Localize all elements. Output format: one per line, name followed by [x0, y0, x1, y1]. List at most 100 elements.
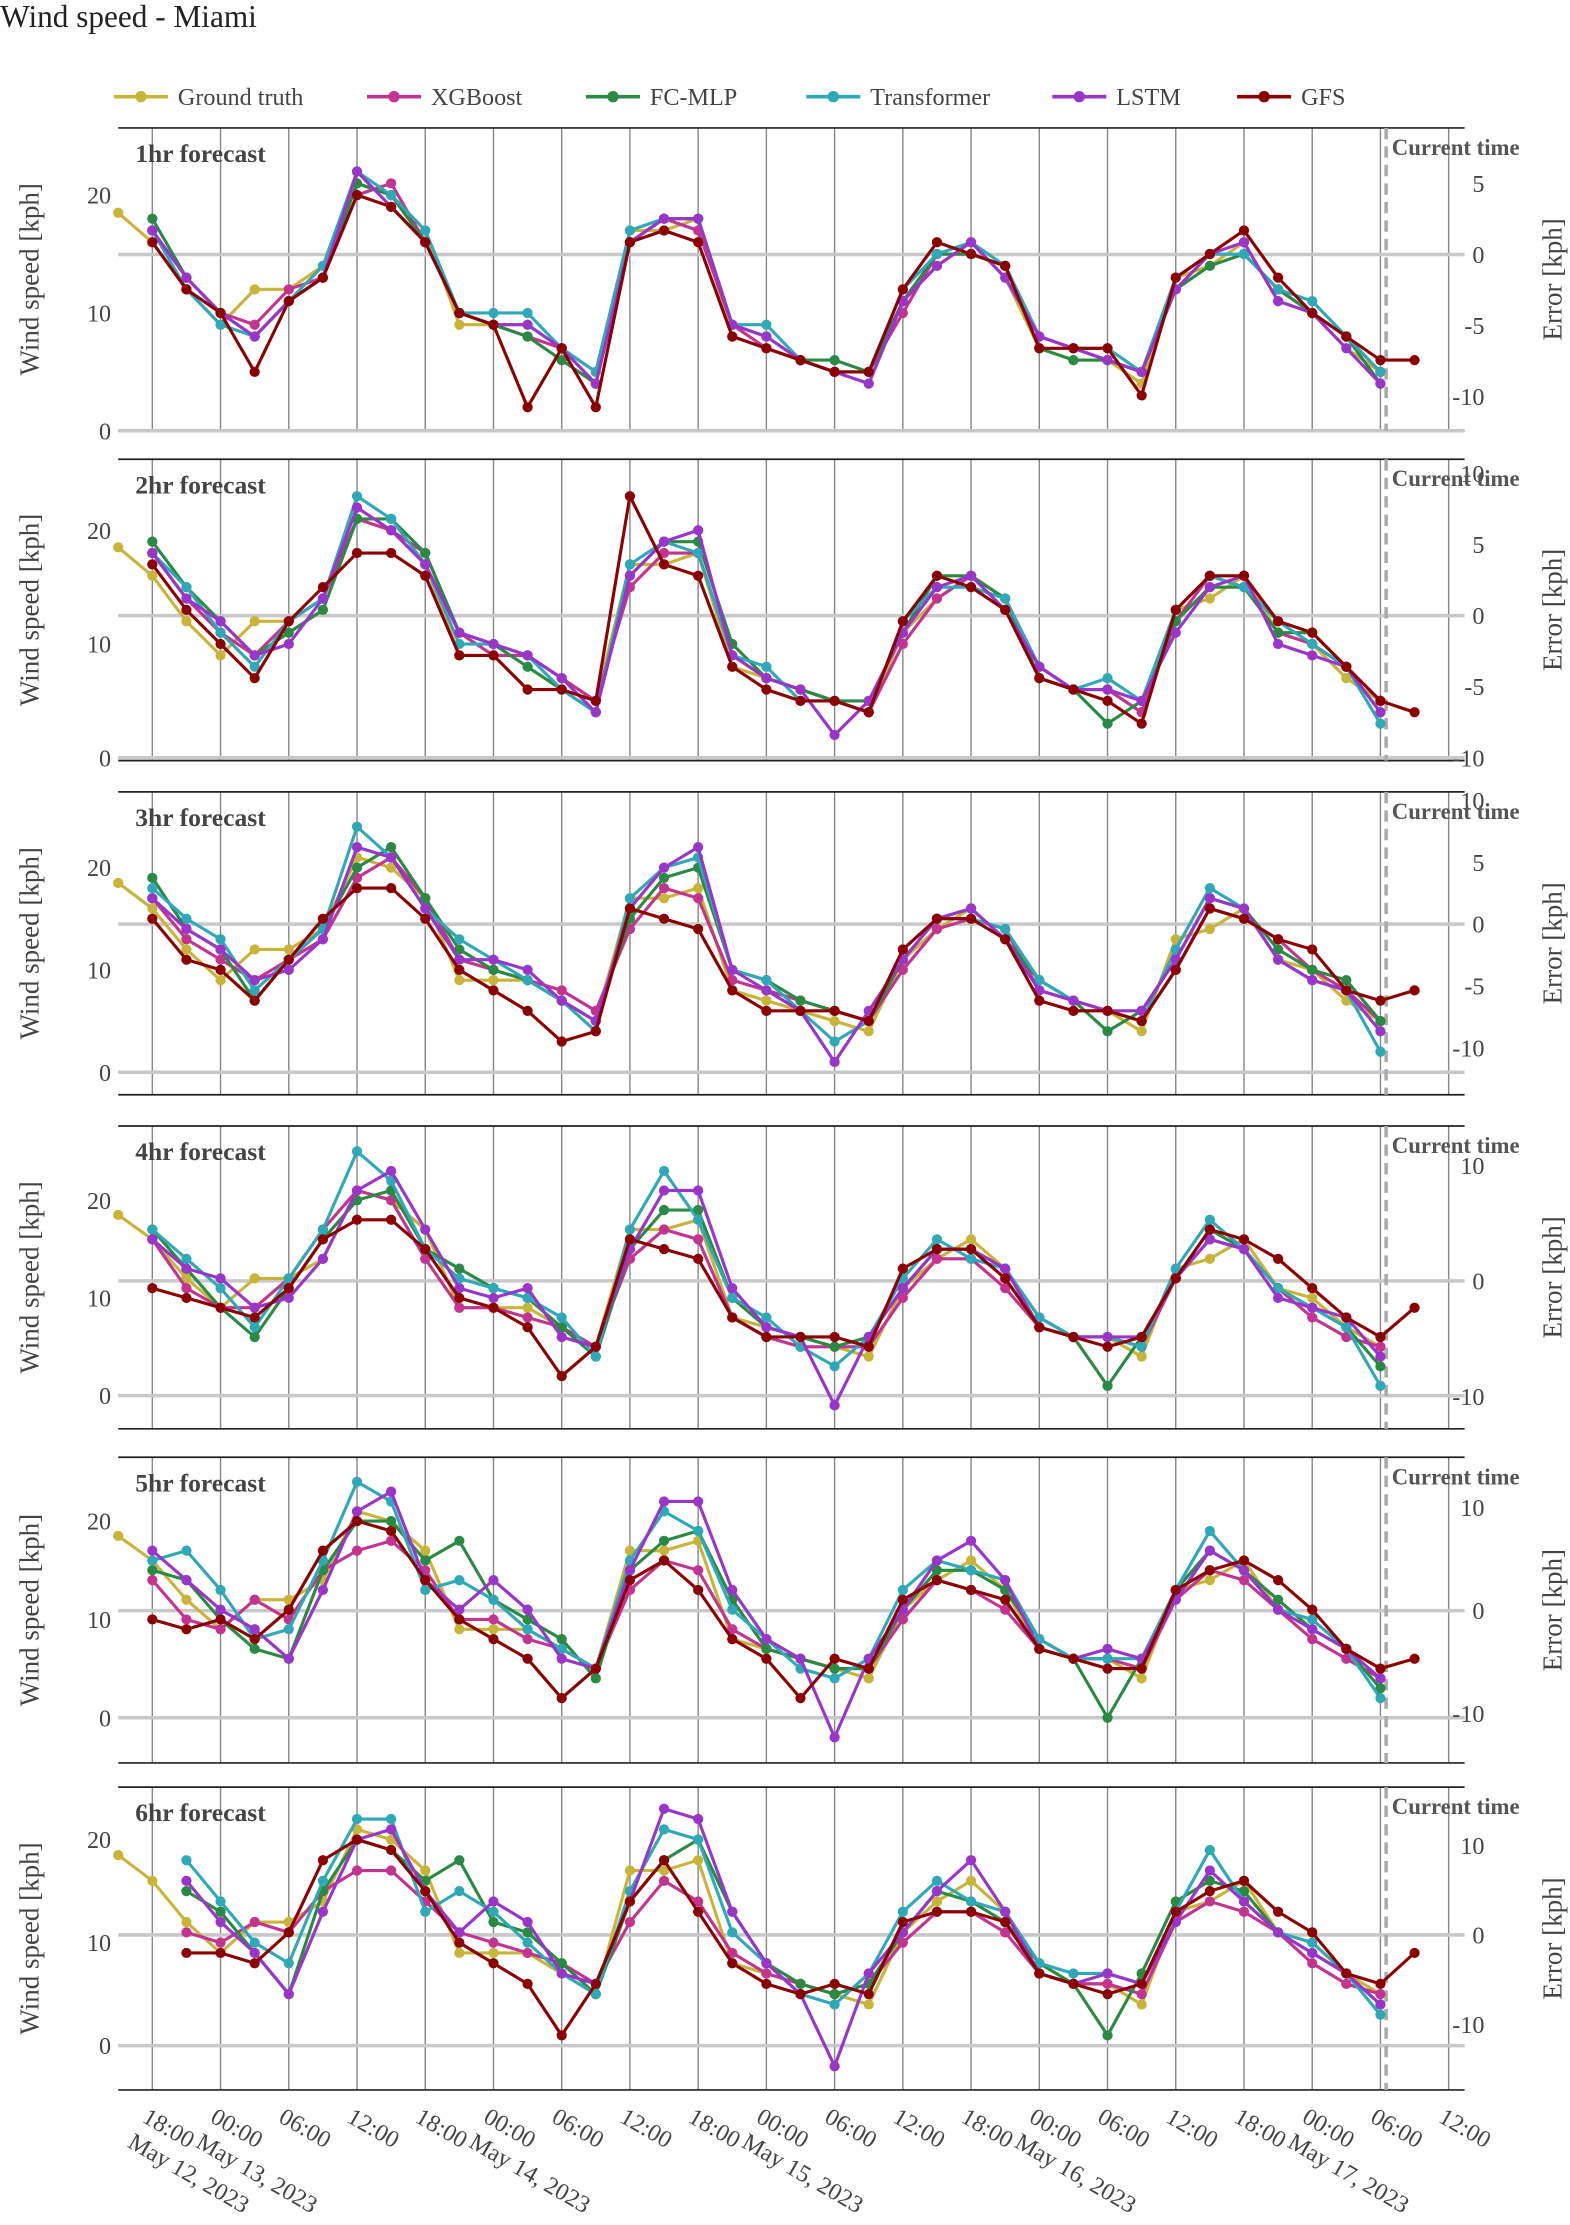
series-line [151, 1519, 1415, 1701]
data-point [1136, 718, 1147, 729]
data-point [1170, 1584, 1181, 1596]
data-point [693, 525, 704, 536]
data-point [829, 1989, 840, 2000]
data-point [488, 307, 499, 319]
y2-axis-title: Error [kph] [1537, 1549, 1567, 1671]
data-point [1375, 1361, 1386, 1372]
data-point [317, 593, 329, 604]
data-point [931, 1886, 943, 1897]
data-point [1000, 923, 1011, 935]
data-point [1102, 354, 1113, 366]
y-tick-label: 20 [87, 1827, 111, 1854]
data-point [1307, 1937, 1318, 1948]
y-tick-label: 10 [87, 1607, 111, 1634]
y2-tick-label: -10 [1452, 1384, 1484, 1411]
data-point [590, 1026, 601, 1037]
data-point [317, 1234, 329, 1245]
x-tick-label: 12:00 [1161, 2103, 1222, 2154]
data-point [795, 1692, 806, 1704]
data-point [1307, 1633, 1318, 1645]
data-point [249, 1958, 260, 1969]
data-point [1307, 1624, 1318, 1635]
x-tick-label: 18:00 [411, 2103, 472, 2154]
data-point [1000, 1273, 1011, 1284]
data-point [181, 1292, 192, 1304]
data-point [215, 1947, 226, 1959]
data-point [1102, 1712, 1113, 1723]
x-tick-label: 06:00 [1093, 2103, 1154, 2154]
data-point [215, 319, 226, 330]
data-point [590, 1673, 601, 1684]
data-point [1272, 616, 1284, 627]
data-point [931, 237, 943, 248]
data-point [1102, 343, 1113, 354]
data-point [761, 319, 772, 330]
data-point [658, 1204, 670, 1216]
y-tick-label: 0 [99, 1060, 111, 1087]
data-point [1272, 1253, 1284, 1264]
data-point [488, 638, 499, 650]
data-point [488, 1575, 499, 1586]
data-point [522, 975, 533, 986]
data-point [761, 1633, 772, 1645]
data-point [931, 1875, 943, 1886]
data-point [624, 1896, 636, 1907]
data-point [1272, 934, 1284, 945]
data-point [1238, 225, 1250, 236]
data-point [1238, 1565, 1250, 1576]
data-point [795, 1005, 806, 1016]
data-point [931, 923, 943, 935]
data-point [965, 237, 977, 248]
y-tick-label: 10 [87, 300, 111, 327]
panel-title: 1hr forecast [135, 139, 266, 168]
data-point [249, 1633, 260, 1645]
data-point [1272, 1604, 1284, 1615]
series-line [151, 193, 1415, 412]
data-point [249, 1322, 260, 1333]
data-point [829, 2061, 840, 2072]
data-point [829, 1673, 840, 1684]
data-point [215, 944, 226, 955]
data-point [1375, 1341, 1386, 1352]
data-point [1375, 366, 1386, 377]
data-point [761, 1653, 772, 1664]
data-point [1375, 718, 1386, 729]
data-point [1409, 1947, 1420, 1959]
data-point [761, 1968, 772, 1979]
data-point [897, 1292, 908, 1304]
data-point [1307, 1604, 1318, 1615]
data-point [1204, 1865, 1215, 1876]
data-point [556, 1968, 567, 1979]
data-point [556, 1653, 567, 1664]
data-point [693, 1185, 704, 1196]
data-point [693, 1204, 704, 1216]
annotation: Current time [1392, 1464, 1520, 1489]
data-point [386, 201, 397, 213]
legend-marker [1073, 90, 1085, 103]
data-point [829, 1331, 840, 1343]
data-point [658, 1496, 670, 1507]
data-point [727, 985, 738, 996]
data-point [1375, 995, 1386, 1006]
data-point [965, 913, 977, 924]
data-point [249, 1937, 260, 1948]
data-point [965, 1565, 977, 1576]
data-point [522, 1937, 533, 1948]
data-point [727, 1584, 738, 1596]
y2-tick-label: -10 [1452, 384, 1484, 411]
data-point [965, 1855, 977, 1866]
data-point [556, 354, 567, 366]
data-point [420, 1243, 431, 1255]
data-point [863, 1999, 874, 2010]
y-axis-title: Wind speed [kph] [15, 1842, 45, 2034]
y2-tick-label: -5 [1464, 313, 1484, 340]
data-point [590, 1989, 601, 2000]
data-point [1102, 1653, 1113, 1664]
data-point [351, 166, 363, 177]
data-point [522, 1947, 533, 1959]
data-point [965, 1535, 977, 1546]
data-point [658, 1165, 670, 1177]
y2-tick-label: 10 [1460, 1833, 1484, 1860]
data-point [147, 903, 158, 914]
panel-title: 3hr forecast [135, 803, 266, 832]
